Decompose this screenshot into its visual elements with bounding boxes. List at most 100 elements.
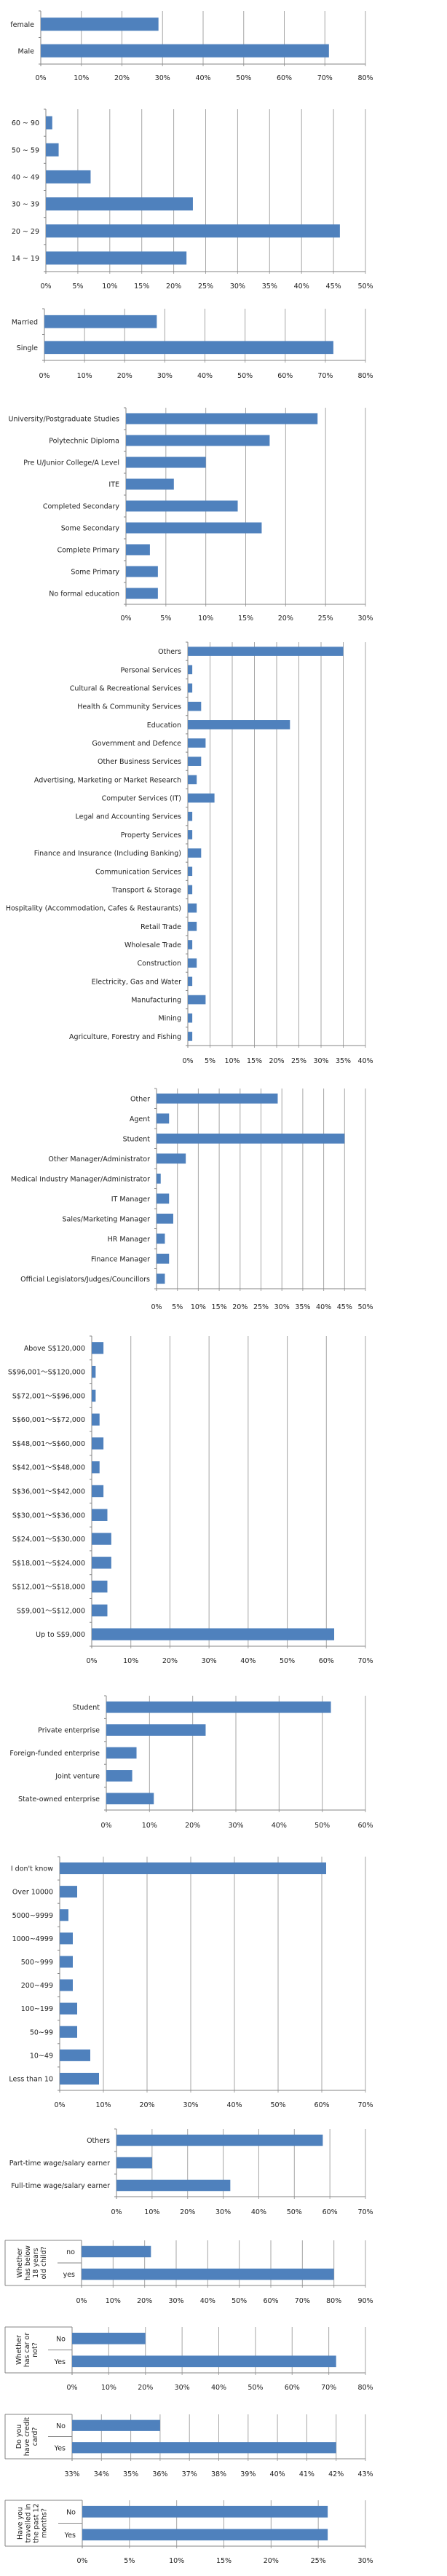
x-tick-label: 40%: [357, 1057, 373, 1065]
bar: [92, 1604, 108, 1617]
bar: [92, 1342, 104, 1354]
bar: [188, 793, 215, 803]
x-tick-label: 20%: [114, 74, 130, 82]
bar: [126, 413, 318, 424]
category-label: Some Primary: [71, 569, 119, 577]
category-label: Retail Trade: [141, 923, 181, 931]
bar: [106, 1724, 206, 1736]
x-tick-label: 0%: [54, 2101, 65, 2109]
category-label: University/Postgraduate Studies: [9, 416, 120, 424]
x-tick-label: 35%: [123, 2470, 138, 2478]
bar: [46, 170, 91, 183]
category-label: Official Legislators/Judges/Councillors: [20, 1276, 150, 1284]
x-tick-label: 25%: [291, 1057, 306, 1065]
category-label: No: [56, 2422, 66, 2430]
bar: [60, 1909, 68, 1921]
x-tick-label: 70%: [357, 2101, 373, 2109]
bar: [157, 1193, 170, 1204]
x-tick-label: 20%: [162, 1657, 178, 1665]
x-tick-label: 30%: [155, 74, 170, 82]
bar: [188, 866, 193, 877]
category-label: Other: [130, 1095, 150, 1103]
category-label: S$24,001～S$30,000: [12, 1536, 85, 1544]
x-tick-label: 10%: [106, 2297, 121, 2305]
bar: [46, 251, 187, 265]
bar: [126, 435, 270, 446]
category-label: Personal Services: [121, 666, 182, 674]
x-tick-label: 37%: [182, 2470, 197, 2478]
category-label: Student: [123, 1135, 151, 1143]
category-label: Less than 10: [9, 2075, 53, 2083]
bar: [92, 1461, 100, 1474]
category-label: 100~199: [21, 2005, 53, 2013]
category-label: 20 ~ 29: [12, 228, 39, 236]
category-label: 10~49: [30, 2052, 53, 2060]
x-tick-label: 0%: [39, 372, 50, 380]
x-tick-label: 60%: [263, 2297, 278, 2305]
category-label: Government and Defence: [92, 740, 181, 748]
category-label: S$72,001～S$96,000: [12, 1392, 85, 1400]
bar: [188, 720, 290, 730]
group-label-line: not?: [31, 2342, 39, 2358]
bar: [92, 1580, 108, 1593]
category-label: Legal and Accounting Services: [75, 813, 181, 821]
category-label: S$12,001～S$18,000: [12, 1584, 85, 1592]
category-label: Complete Primary: [57, 547, 119, 555]
x-tick-label: 10%: [144, 2208, 159, 2216]
group-label-line: travelled in: [25, 2504, 33, 2543]
x-tick-label: 30%: [157, 372, 173, 380]
bar: [60, 1862, 326, 1875]
bar: [92, 1533, 111, 1545]
x-tick-label: 30%: [175, 2384, 190, 2392]
bar: [82, 2505, 328, 2518]
x-tick-label: 20%: [166, 283, 181, 291]
bar: [92, 1628, 335, 1640]
x-tick-label: 40%: [211, 2384, 226, 2392]
category-label: Up to S$9,000: [36, 1631, 85, 1639]
bar: [46, 197, 193, 211]
bar: [188, 922, 197, 931]
x-tick-label: 5%: [160, 615, 171, 623]
bar: [188, 647, 344, 656]
x-tick-label: 10%: [224, 1057, 240, 1065]
x-tick-label: 40%: [270, 2470, 285, 2478]
bar: [126, 544, 150, 556]
bar: [116, 2134, 323, 2146]
x-tick-label: 40%: [200, 2297, 215, 2305]
bar: [188, 738, 206, 748]
x-tick-label: 25%: [311, 2557, 326, 2565]
category-label: S$60,001～S$72,000: [12, 1416, 85, 1424]
category-label: Some Secondary: [61, 525, 120, 533]
x-tick-label: 60%: [314, 2101, 329, 2109]
group-label-line: has below: [24, 2245, 32, 2280]
x-tick-label: 42%: [328, 2470, 344, 2478]
group-label-line: Whether: [15, 2335, 23, 2365]
bar: [188, 756, 202, 766]
x-tick-label: 20%: [117, 372, 132, 380]
category-label: I don't know: [11, 1865, 53, 1873]
category-label: S$42,001～S$48,000: [12, 1464, 85, 1472]
bar: [60, 1932, 73, 1945]
bar: [188, 1013, 193, 1023]
group-label: Whetherhas car ornot?: [15, 2333, 39, 2368]
group-label-line: months?: [41, 2508, 49, 2538]
bar: [60, 1956, 73, 1968]
group-label-line: Have you: [17, 2507, 25, 2540]
x-tick-label: 0%: [111, 2208, 122, 2216]
group-label-line: card?: [31, 2427, 39, 2446]
bar: [188, 775, 197, 785]
x-tick-label: 70%: [317, 74, 333, 82]
category-label: S$18,001～S$24,000: [12, 1560, 85, 1568]
x-tick-label: 0%: [120, 615, 131, 623]
x-tick-label: 0%: [182, 1057, 193, 1065]
group-label: Do youhave creditcard?: [15, 2417, 39, 2456]
x-tick-label: 15%: [247, 1057, 262, 1065]
bar: [82, 2529, 328, 2541]
x-tick-label: 34%: [94, 2470, 109, 2478]
x-tick-label: 40%: [272, 1822, 287, 1830]
category-label: Private enterprise: [38, 1727, 100, 1735]
bar: [188, 976, 193, 987]
category-label: yes: [63, 2271, 75, 2279]
category-label: Advertising, Marketing or Market Researc…: [34, 776, 181, 784]
